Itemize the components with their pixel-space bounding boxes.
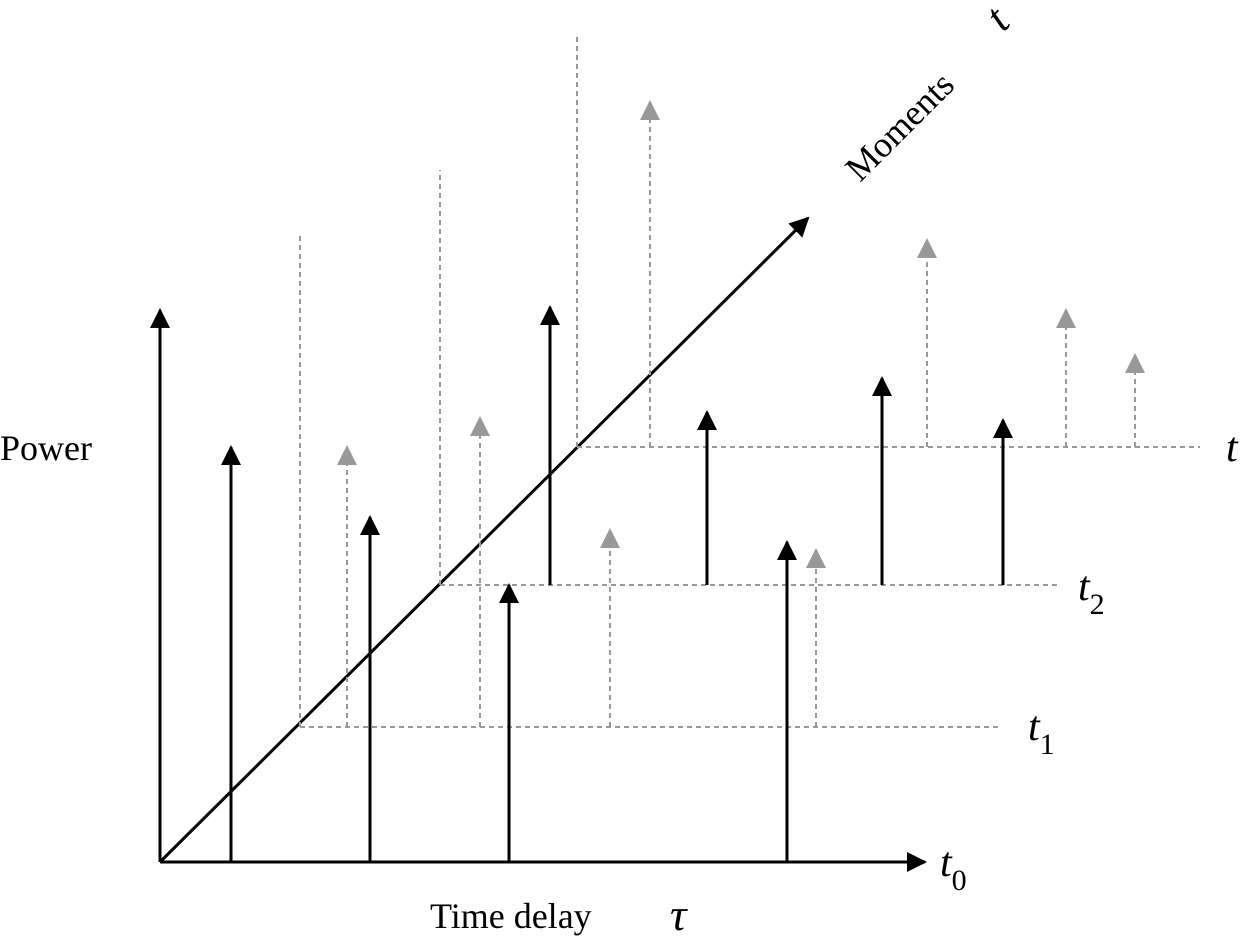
gray-arrows-t — [640, 100, 1145, 447]
gray-arrows-t1 — [337, 416, 826, 727]
tau-label: τ — [670, 889, 688, 937]
baseline-t1 — [299, 235, 1000, 728]
t0-base: t — [940, 840, 953, 886]
t-label: t — [1226, 425, 1239, 471]
t1-label: t1 — [1028, 704, 1055, 761]
moments-label: Moments — [837, 64, 961, 188]
power-label: Power — [0, 428, 92, 468]
t0-sub: 0 — [952, 864, 967, 897]
t2-label: t2 — [1078, 564, 1105, 621]
baseline-t — [576, 33, 1200, 448]
black-arrows-t2 — [540, 305, 1013, 585]
moments-t-label: t — [975, 0, 1020, 40]
t0-label: t0 — [940, 840, 967, 897]
baseline-t2 — [439, 170, 1060, 586]
t2-sub: 2 — [1090, 588, 1105, 621]
black-arrows-t0 — [221, 445, 797, 862]
moments-axis — [158, 216, 810, 864]
time-delay-label: Time delay — [430, 896, 592, 936]
t1-sub: 1 — [1040, 728, 1055, 761]
t1-base: t — [1028, 704, 1041, 750]
t2-base: t — [1078, 564, 1091, 610]
